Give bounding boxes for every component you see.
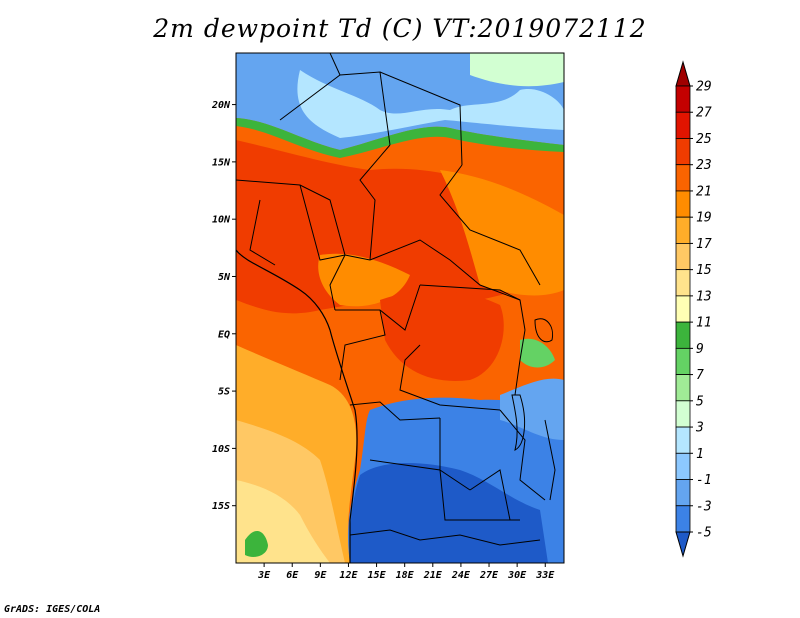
border-line <box>544 419 556 501</box>
border-line <box>299 184 371 261</box>
colorbar-label: 3 <box>695 421 704 436</box>
lat-tick-label: EQ <box>218 329 230 340</box>
colorbar-box <box>675 452 691 480</box>
border-line <box>514 329 526 396</box>
colorbar-label: -1 <box>696 473 712 488</box>
colorbar-label: 19 <box>696 211 712 226</box>
colorbar-label: 27 <box>696 106 712 121</box>
lon-tick-label: 24E <box>451 570 471 581</box>
longitude-axis: 3E 6E 9E 12E 15E 18E 21E 24E 27E 30E 33E <box>257 563 555 581</box>
field-sahel-edge <box>236 118 564 158</box>
dewpoint-field <box>236 53 564 563</box>
colorbar-box <box>675 138 691 166</box>
field-central-orange <box>318 253 410 307</box>
colorbar-bottom-arrow <box>675 531 691 558</box>
border-line <box>279 71 391 146</box>
colorbar-label: 5 <box>696 394 704 409</box>
lon-tick-label: 30E <box>507 570 527 581</box>
border-line <box>339 309 386 381</box>
colorbar-box <box>675 347 691 375</box>
map-frame <box>235 52 565 564</box>
colorbar-box <box>675 426 691 454</box>
colorbar-label: 7 <box>696 368 704 383</box>
grads-credit: GrADS: IGES/COLA <box>4 604 101 615</box>
border-line <box>236 179 346 256</box>
colorbar-top-arrow <box>675 60 691 87</box>
lon-tick-label: 33E <box>535 570 555 581</box>
latitude-axis: 20N 15N 10N 5N EQ 5S 10S 15S <box>211 100 236 512</box>
field-east-lakes <box>500 378 564 440</box>
border-line <box>249 199 276 266</box>
colorbar-label: 11 <box>696 316 712 331</box>
field-east-sahel <box>440 170 564 296</box>
colorbar-box <box>675 479 691 507</box>
border-line <box>469 469 511 521</box>
border-line <box>359 144 391 261</box>
colorbar-box <box>675 374 691 402</box>
lon-tick-label: 12E <box>339 570 358 581</box>
colorbar-box <box>675 269 691 297</box>
lat-tick-label: 5S <box>218 387 230 398</box>
colorbar-label: 23 <box>696 158 712 173</box>
border-line <box>329 254 346 311</box>
lake-victoria <box>534 318 554 343</box>
colorbar-box <box>675 321 691 349</box>
colorbar-box <box>675 190 691 218</box>
colorbar-label: 21 <box>696 184 712 199</box>
colorbar-box <box>675 111 691 139</box>
colorbar-box <box>675 216 691 244</box>
colorbar-label: 13 <box>696 289 712 304</box>
colorbar-box <box>675 243 691 271</box>
field-coast-green <box>245 530 268 557</box>
coastline <box>236 249 358 563</box>
colorbar-label: 17 <box>696 237 712 252</box>
field-south-driest <box>349 463 548 563</box>
border-line <box>369 459 520 521</box>
colorbar-label: 1 <box>696 447 704 462</box>
border-line <box>329 53 341 76</box>
colorbar-label: -3 <box>696 499 712 514</box>
colorbar-box <box>675 295 691 323</box>
lat-tick-label: 15N <box>212 157 231 168</box>
border-line <box>399 344 501 411</box>
lon-tick-label: 3E <box>257 570 271 581</box>
lon-tick-label: 27E <box>479 570 499 581</box>
colorbar-box <box>675 505 691 533</box>
colorbar-box <box>675 164 691 192</box>
lon-tick-label: 6E <box>286 570 299 581</box>
border-line <box>499 409 546 501</box>
lon-tick-label: 15E <box>368 570 387 581</box>
colorbar-label: -5 <box>696 526 712 541</box>
border-line <box>379 71 463 166</box>
lon-tick-label: 9E <box>314 570 327 581</box>
colorbar-box <box>675 400 691 428</box>
country-borders <box>236 53 556 563</box>
lat-tick-label: 15S <box>212 501 230 512</box>
lon-tick-label: 18E <box>396 570 415 581</box>
lon-tick-label: 21E <box>423 570 443 581</box>
lat-tick-label: 10N <box>212 215 231 226</box>
field-north-moist <box>297 70 564 138</box>
chart-title: 2m dewpoint Td (C) VT:2019072112 <box>153 14 647 43</box>
border-line <box>439 164 541 286</box>
colorbar-label: 15 <box>696 263 712 278</box>
field-north-green <box>470 53 564 87</box>
colorbar-label: 25 <box>696 132 712 147</box>
colorbar-label: 29 <box>696 80 712 95</box>
colorbar-label: 9 <box>696 342 704 357</box>
lat-tick-label: 10S <box>212 444 230 455</box>
border-line <box>349 529 541 546</box>
border-line <box>419 284 526 331</box>
colorbar: 29 27 25 23 21 19 17 15 13 11 9 7 5 3 1 -1 -3 -5 <box>675 60 712 558</box>
border-line <box>349 401 441 421</box>
border-line <box>335 284 421 331</box>
lat-tick-label: 5N <box>218 272 231 283</box>
field-highland-green <box>520 338 555 368</box>
colorbar-box <box>675 85 691 113</box>
lake-tanganyika <box>511 394 526 451</box>
lat-tick-label: 20N <box>211 100 231 111</box>
